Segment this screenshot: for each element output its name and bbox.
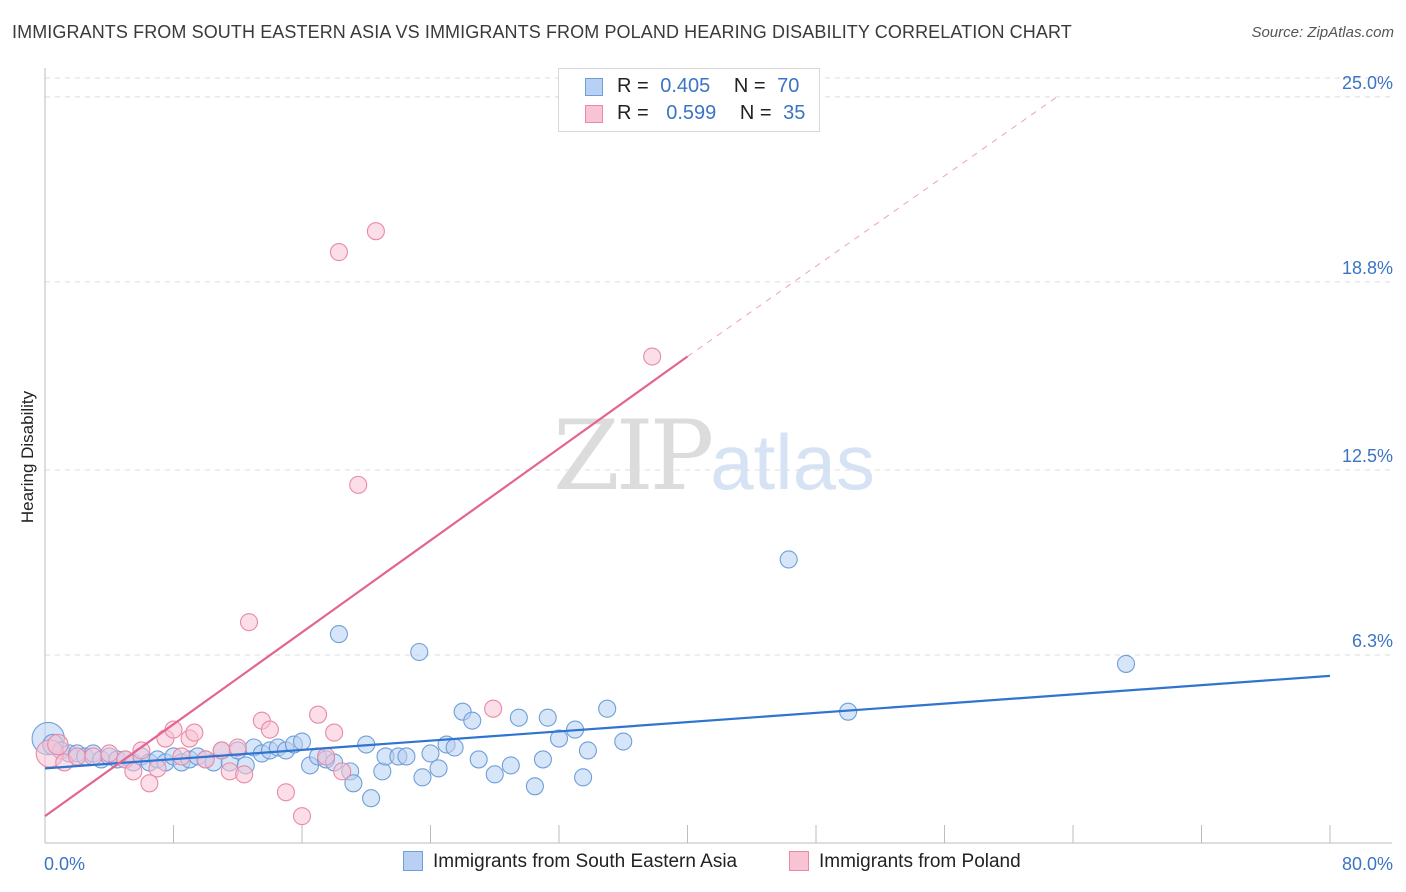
y-tick-label: 12.5%: [1342, 446, 1393, 466]
blue-data-point: [578, 741, 597, 760]
blue-data-point: [549, 729, 569, 748]
blue-data-point: [501, 756, 520, 775]
bottom-legend-blue: Immigrants from South Eastern Asia: [403, 851, 737, 873]
pink-data-point: [329, 243, 348, 262]
blue-data-point: [509, 708, 528, 727]
blue-data-point: [362, 789, 381, 808]
pink-data-point: [228, 738, 247, 757]
y-tick-label: 18.8%: [1342, 258, 1393, 278]
chart-title: IMMIGRANTS FROM SOUTH EASTERN ASIA VS IM…: [12, 22, 1072, 42]
axes: [44, 68, 1392, 844]
pink-data-point: [484, 699, 503, 718]
pink-data-point: [643, 347, 662, 366]
pink-trend-line: [44, 355, 689, 818]
legend-r-value: 0.599: [666, 102, 717, 124]
blue-data-point: [445, 738, 464, 757]
pink-data-point: [292, 807, 312, 826]
x-tick-label: 0.0%: [44, 854, 85, 874]
pink-data-point: [325, 723, 344, 742]
pink-data-point: [366, 222, 385, 241]
blue-data-point: [614, 732, 633, 751]
blue-data-point: [538, 708, 557, 727]
legend-n-label: N =: [733, 75, 766, 97]
blue-data-point: [525, 777, 544, 796]
bottom-legend-pink: Immigrants from Poland: [789, 851, 1021, 873]
bottom-legend-swatch-pink: [789, 851, 809, 871]
blue-data-point: [533, 750, 552, 769]
legend-row-pink: R = 0.599 N = 35: [585, 102, 805, 125]
blue-data-point: [463, 711, 482, 730]
pink-data-point: [124, 762, 143, 781]
bottom-legend-label-pink: Immigrants from Poland: [819, 851, 1021, 872]
blue-data-point: [485, 765, 504, 784]
blue-data-point: [397, 747, 416, 766]
pink-data-point: [239, 613, 259, 632]
blue-data-point: [429, 759, 448, 778]
blue-data-point: [292, 732, 312, 751]
pink-data-point: [349, 475, 368, 494]
legend-row-blue: R = 0.405 N = 70: [585, 75, 799, 98]
pink-data-point: [260, 720, 279, 739]
blue-data-point: [469, 750, 488, 769]
pink-data-point: [333, 762, 352, 781]
y-tick-label: 6.3%: [1352, 631, 1393, 651]
legend-n-label: N =: [739, 102, 772, 124]
pink-data-point: [148, 759, 167, 778]
legend-r-label: R =: [617, 75, 649, 97]
blue-data-point: [410, 642, 429, 662]
legend-swatch-pink: [585, 105, 603, 123]
blue-data-point: [598, 699, 617, 718]
bottom-legend-label-blue: Immigrants from South Eastern Asia: [433, 851, 738, 872]
blue-data-point: [779, 550, 798, 569]
pink-data-point: [132, 741, 151, 760]
pink-data-point: [235, 765, 254, 784]
blue-data-point: [373, 762, 392, 781]
blue-data-point: [413, 768, 432, 787]
blue-data-point: [1116, 654, 1136, 673]
pink-data-point: [276, 783, 295, 802]
bottom-legend-swatch-blue: [403, 851, 423, 871]
pink-data-point: [172, 747, 191, 766]
pink-data-point: [84, 747, 103, 766]
legend-r-value: 0.405: [660, 75, 711, 97]
y-axis-label: Hearing Disability: [18, 390, 37, 523]
pink-data-point: [47, 733, 69, 756]
blue-data-point: [421, 744, 440, 763]
watermark-zip: ZIP: [553, 400, 714, 512]
blue-data-point: [574, 768, 593, 787]
correlation-legend: R = 0.405 N = 70 R = 0.599 N = 35: [558, 68, 820, 132]
legend-n-value: 35: [783, 102, 806, 124]
pink-data-point: [68, 747, 87, 766]
legend-n-value: 70: [777, 75, 800, 97]
pink-data-point: [317, 747, 336, 766]
y-tick-label: 25.0%: [1342, 73, 1393, 93]
source-label: Source: ZipAtlas.com: [1251, 24, 1394, 41]
watermark: ZIPatlas: [553, 400, 875, 512]
legend-r-label: R =: [617, 102, 649, 124]
pink-data-point: [140, 774, 159, 793]
x-tick-label: 80.0%: [1342, 854, 1393, 874]
pink-data-point: [196, 750, 215, 769]
watermark-atlas: atlas: [710, 418, 875, 506]
blue-trend-line: [44, 674, 1331, 770]
data-points: [31, 222, 1136, 826]
blue-data-point: [329, 625, 348, 644]
axis-labels: 6.3% 12.5% 18.8% 25.0% 0.0% 80.0% Hearing Disa…: [18, 73, 1393, 874]
trend-lines: [44, 96, 1331, 818]
pink-trend-extension: [687, 96, 1058, 357]
grid-lines: [45, 77, 1392, 656]
pink-data-point: [185, 723, 204, 742]
pink-data-point: [309, 705, 328, 724]
blue-data-point: [344, 774, 363, 793]
legend-swatch-blue: [585, 78, 603, 96]
pink-data-point: [100, 744, 119, 763]
